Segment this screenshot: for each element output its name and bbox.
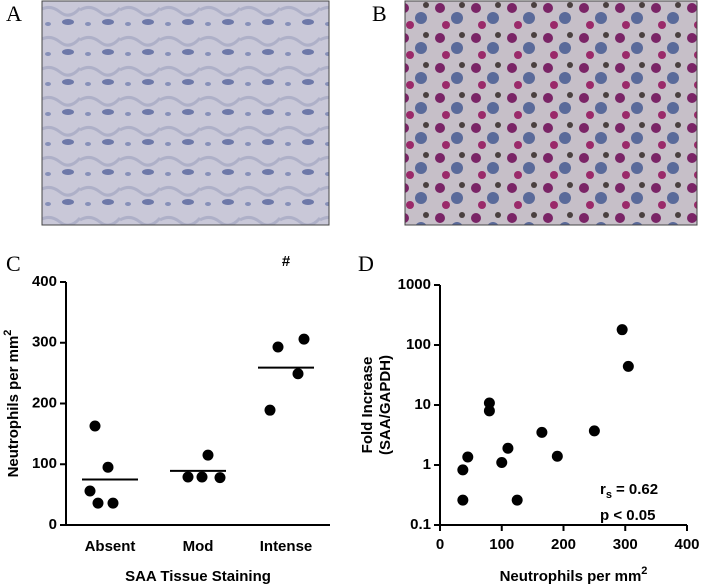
y-tick-label: 100 [406,336,431,353]
label-text: Neutrophils per mm [500,568,642,585]
annotation: # [282,253,291,270]
data-point [89,420,101,432]
data-point [202,449,214,461]
data-point [84,485,96,497]
x-tick-label: 0 [436,536,444,553]
data-point [622,360,634,372]
superscript: 2 [641,565,647,577]
data-point [511,494,523,506]
panel-label: B [372,1,387,26]
data-point [536,426,548,438]
data-point [457,494,469,506]
data-point [214,472,226,484]
y-tick-label: 1 [423,456,431,473]
panel-label: C [6,251,21,276]
panel-label: A [6,1,22,26]
y-tick-label: 400 [32,273,57,290]
data-point [182,471,194,483]
x-axis-label: SAA Tissue Staining [125,568,271,585]
y-tick-label: 10 [414,396,431,413]
data-point [292,368,304,380]
data-point [92,497,104,509]
x-tick-label: Mod [183,538,214,555]
x-axis-label: Neutrophils per mm2 [500,565,648,585]
data-point [483,405,495,417]
x-tick-label: 300 [613,536,638,553]
micrograph [404,0,698,226]
x-tick-label: 100 [489,536,514,553]
label-text: Neutrophils per mm [5,336,22,478]
y-tick-label: 1000 [398,276,431,293]
data-point [502,442,514,454]
stat-r: rs = 0.62 [600,481,658,501]
y-tick-label: 100 [32,455,57,472]
y-axis-label: (SAA/GAPDH) [377,355,394,455]
data-point [616,324,628,336]
x-tick-label: 400 [674,536,699,553]
data-point [264,404,276,416]
y-tick-label: 200 [32,394,57,411]
data-point [551,450,563,462]
panel-label: D [358,251,374,276]
y-tick-label: 0 [49,516,57,533]
data-point [196,471,208,483]
data-point [272,341,284,353]
stat-text: = 0.62 [616,481,658,498]
stat-p: p < 0.05 [600,507,655,524]
subscript: s [606,489,612,501]
data-point [102,461,114,473]
y-axis-label: Neutrophils per mm2 [2,330,22,478]
data-point [298,333,310,345]
y-tick-label: 0.1 [410,516,431,533]
data-point [107,497,119,509]
data-point [496,457,508,469]
data-point [588,425,600,437]
superscript: 2 [2,330,14,336]
data-point [462,451,474,463]
x-tick-label: Absent [85,538,136,555]
y-tick-label: 300 [32,334,57,351]
data-point [483,397,495,409]
x-tick-label: Intense [260,538,313,555]
y-axis-label: Fold Increase [359,357,376,454]
stat-text: r [600,481,606,498]
micrograph [41,0,330,226]
x-tick-label: 200 [551,536,576,553]
data-point [457,464,469,476]
